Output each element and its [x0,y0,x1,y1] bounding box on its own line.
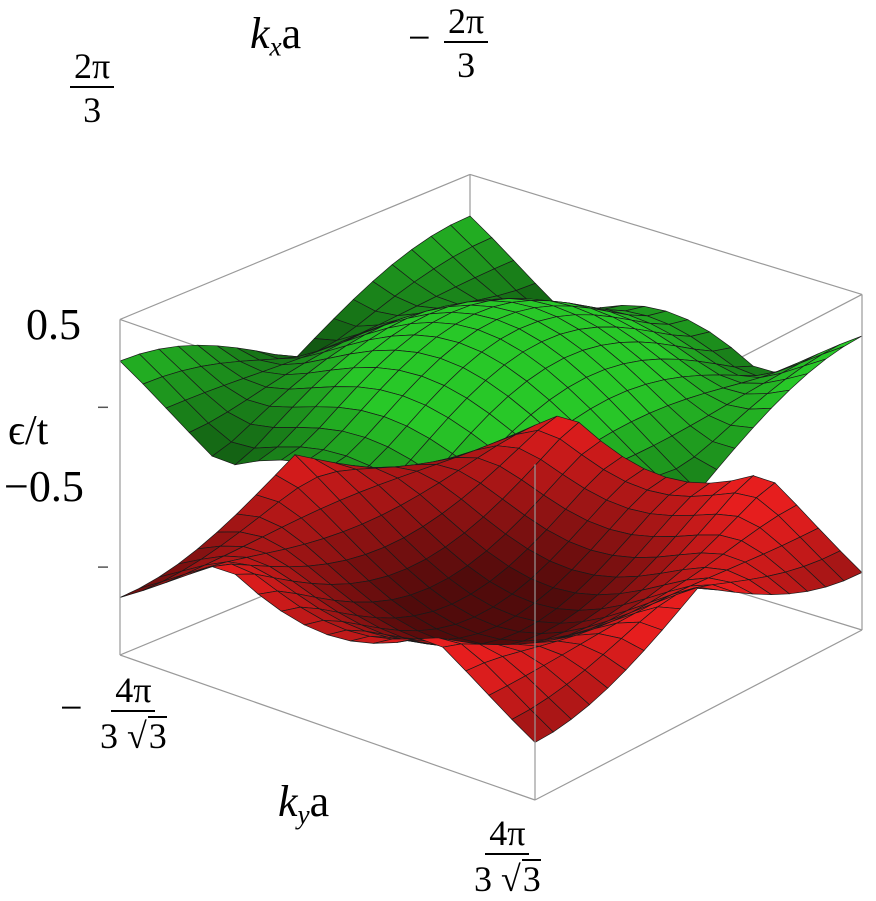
upper-band-surface [119,215,863,538]
ky-a: a [309,777,330,826]
ky-min-label: 4π 3 √3 [100,672,167,756]
kx-a: a [281,9,302,58]
z-tick-label-pos: 0.5 [26,300,81,349]
kx-min-denominator: 3 [457,45,476,85]
box-edge [534,629,863,801]
box-edge [469,173,863,295]
bounding-box-front-edges [119,294,863,801]
ky-min-denominator: 3 √3 [100,712,167,756]
kx-sub: x [269,31,282,62]
ky-min-den-3: 3 [100,716,118,756]
ky-min-sqrt-arg: 3 [147,716,167,756]
kx-min-minus: − [408,15,431,60]
z-corner-denominator: 3 [83,90,102,130]
z-tick-label-neg: −0.5 [4,462,84,511]
box-edge [119,173,471,320]
ky-max-denominator: 3 √3 [474,855,541,899]
ky-axis-label: kya [278,780,329,829]
upper-band-facet [821,335,863,355]
kx-min-numerator: 2π [444,3,489,43]
kx-axis-label: kxa [250,12,301,61]
lower-band-facet [139,570,182,589]
kx-k: k [250,9,270,58]
upper-band-facet [803,346,844,367]
ky-k: k [278,777,298,826]
ky-max-sqrt: √ [501,859,521,899]
ky-sub: y [297,799,310,830]
ky-min-minus: − [60,685,83,730]
kx-min-label: 2π 3 [444,3,489,85]
lower-band-facet [511,708,554,743]
ky-min-numerator: 4π [111,672,156,712]
lower-band-facet [119,581,163,598]
ky-max-den-3: 3 [474,859,492,899]
ky-max-sqrt-arg: 3 [521,859,541,899]
z-corner-numerator: 2π [70,48,115,88]
ky-max-numerator: 4π [485,815,530,855]
z-axis-top-corner-label: 2π 3 [70,48,115,130]
ky-max-label: 4π 3 √3 [474,815,541,899]
lower-band-surface [119,415,863,743]
z-axis-ticks [98,406,108,568]
box-edge [119,654,536,801]
ky-min-sqrt: √ [127,716,147,756]
z-axis-label: ϵ/t [8,408,49,454]
